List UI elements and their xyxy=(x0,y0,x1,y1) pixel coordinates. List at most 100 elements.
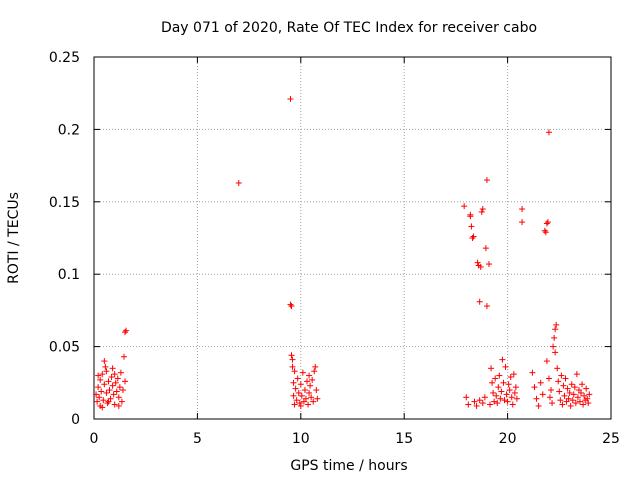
y-tick-label: 0.2 xyxy=(58,122,80,138)
data-point xyxy=(562,375,569,382)
data-point xyxy=(314,395,321,402)
data-point xyxy=(304,378,311,385)
data-point xyxy=(105,378,112,385)
x-tick-label: 20 xyxy=(499,431,517,447)
data-point xyxy=(545,129,552,136)
data-point xyxy=(291,401,298,408)
data-point xyxy=(99,404,106,411)
data-point xyxy=(567,402,574,409)
data-point xyxy=(100,397,107,404)
data-point xyxy=(470,233,477,240)
data-point xyxy=(111,371,118,378)
data-point xyxy=(586,391,593,398)
data-point xyxy=(583,385,590,392)
grid-lines xyxy=(94,57,611,419)
data-point xyxy=(104,400,111,407)
data-point xyxy=(482,245,489,252)
data-point xyxy=(560,382,567,389)
data-point xyxy=(570,391,577,398)
data-point xyxy=(479,400,486,407)
data-point xyxy=(568,381,575,388)
data-point xyxy=(566,389,573,396)
data-point xyxy=(463,394,470,401)
data-point xyxy=(110,391,117,398)
data-point xyxy=(102,363,109,370)
data-point xyxy=(578,389,585,396)
data-point xyxy=(114,375,121,382)
data-point xyxy=(290,392,297,399)
data-point xyxy=(302,395,309,402)
data-point xyxy=(287,301,294,308)
data-point xyxy=(485,261,492,268)
data-point xyxy=(113,388,120,395)
data-point xyxy=(548,387,555,394)
data-point xyxy=(574,394,581,401)
data-point xyxy=(95,372,102,379)
data-point xyxy=(542,229,549,236)
data-point xyxy=(499,356,506,363)
data-point xyxy=(552,326,559,333)
data-point xyxy=(288,352,295,359)
data-point xyxy=(471,398,478,405)
data-point xyxy=(290,379,297,386)
data-point xyxy=(108,374,115,381)
data-point xyxy=(504,398,511,405)
data-point xyxy=(299,369,306,376)
data-point xyxy=(468,223,475,230)
data-point xyxy=(513,395,520,402)
data-point xyxy=(483,177,490,184)
data-point xyxy=(94,398,101,405)
data-point xyxy=(556,388,563,395)
data-point xyxy=(461,203,468,210)
axis-ticks: 0 5 10 15 20 25 0 0.05 0.1 0.15 0.2 0.25 xyxy=(49,50,620,447)
data-point xyxy=(541,227,548,234)
data-point xyxy=(296,400,303,407)
data-point xyxy=(294,375,301,382)
x-tick-label: 0 xyxy=(90,431,99,447)
data-point xyxy=(508,394,515,401)
data-point xyxy=(545,375,552,382)
data-point xyxy=(474,259,481,266)
data-point xyxy=(465,401,472,408)
data-point xyxy=(581,392,588,399)
data-point xyxy=(580,401,587,408)
data-point xyxy=(103,389,110,396)
y-axis-label: ROTI / TECUs xyxy=(6,192,22,284)
data-point xyxy=(488,365,495,372)
data-point xyxy=(298,392,305,399)
data-point xyxy=(96,394,103,401)
data-point xyxy=(561,392,568,399)
data-point xyxy=(111,401,118,408)
data-point xyxy=(569,397,576,404)
y-tick-label: 0 xyxy=(71,412,80,428)
data-points xyxy=(93,95,593,411)
data-point xyxy=(537,379,544,386)
data-point xyxy=(543,358,550,365)
data-point xyxy=(510,371,517,378)
data-point xyxy=(313,387,320,394)
data-point xyxy=(554,365,561,372)
data-point xyxy=(105,398,112,405)
data-point xyxy=(477,263,484,270)
data-point xyxy=(533,395,540,402)
data-point xyxy=(501,397,508,404)
data-point xyxy=(310,398,317,405)
data-point xyxy=(549,400,556,407)
x-tick-label: 5 xyxy=(193,431,202,447)
data-point xyxy=(115,402,122,409)
data-point xyxy=(291,368,298,375)
x-tick-label: 15 xyxy=(395,431,413,447)
data-point xyxy=(552,349,559,356)
data-point xyxy=(572,400,579,407)
data-point xyxy=(293,397,300,404)
data-point xyxy=(309,376,316,383)
data-point xyxy=(571,384,578,391)
data-point xyxy=(551,334,558,341)
data-point xyxy=(502,363,509,370)
data-point xyxy=(289,356,296,363)
data-point xyxy=(308,394,315,401)
data-point xyxy=(555,378,562,385)
data-point xyxy=(494,400,501,407)
data-point xyxy=(311,368,318,375)
data-point xyxy=(103,368,110,375)
